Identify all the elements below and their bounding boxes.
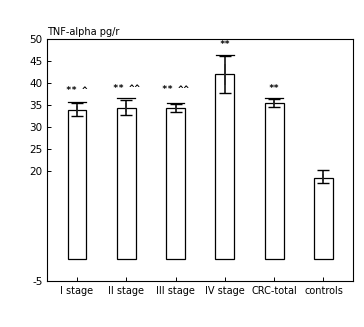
Bar bbox=[215, 75, 234, 259]
Bar bbox=[68, 110, 86, 259]
Bar bbox=[314, 178, 333, 259]
Bar bbox=[117, 108, 136, 259]
Text: **: ** bbox=[269, 84, 280, 93]
Bar bbox=[166, 108, 185, 259]
Text: ** ^^: ** ^^ bbox=[113, 84, 140, 93]
Text: ** ^: ** ^ bbox=[66, 86, 88, 95]
Text: **: ** bbox=[219, 40, 230, 49]
Text: TNF-alpha pg/r: TNF-alpha pg/r bbox=[47, 27, 120, 37]
Bar bbox=[265, 103, 284, 259]
Text: ** ^^: ** ^^ bbox=[162, 85, 189, 94]
